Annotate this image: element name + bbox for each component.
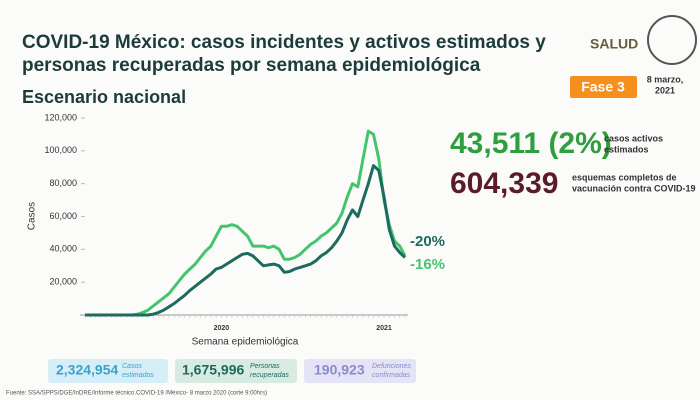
- title: COVID-19 México: casos incidentes y acti…: [22, 32, 546, 53]
- box-value: 2,324,954: [56, 362, 118, 378]
- vaccine-label: vacunación contra COVID-19: [572, 183, 696, 193]
- y-tick-label: 60,000: [49, 211, 77, 221]
- logo: SALUD: [590, 36, 638, 52]
- series-line: [85, 164, 407, 317]
- active-label: casos activos: [604, 133, 663, 143]
- date: 8 marzo,: [647, 74, 684, 84]
- x-axis-label: Semana epidemiológica: [192, 337, 299, 348]
- vaccine-value: 604,339: [450, 167, 558, 200]
- box-label: Personas: [250, 363, 280, 370]
- box-value: 190,923: [314, 362, 365, 378]
- y-axis-label: Casos: [27, 202, 38, 230]
- year-label: 2020: [214, 325, 230, 332]
- box: [304, 359, 416, 383]
- box-label: confirmadas: [372, 372, 411, 379]
- vaccine-label: esquemas completos de: [572, 172, 677, 182]
- emblem: [647, 15, 697, 65]
- y-tick-label: 100,000: [44, 145, 77, 155]
- box-label: Defunciones: [372, 363, 411, 370]
- box: [175, 359, 297, 383]
- phase-box: [570, 76, 637, 98]
- title: personas recuperadas por semana epidemio…: [22, 55, 481, 76]
- y-tick-label: 120,000: [44, 112, 77, 122]
- year-label: 2021: [376, 325, 392, 332]
- phase: Fase 3: [581, 79, 625, 95]
- box: [48, 359, 168, 383]
- annotation: -16%: [410, 256, 445, 273]
- source: Fuente: SSA/SPPS/DGE/InDRE/Informe técni…: [6, 391, 267, 397]
- y-tick-label: 80,000: [49, 178, 77, 188]
- box-label: Casos: [122, 363, 142, 370]
- box-label: recuperadas: [250, 372, 289, 379]
- active-value: 43,511 (2%): [450, 127, 612, 160]
- subtitle: Escenario nacional: [22, 87, 186, 107]
- box-value: 1,675,996: [182, 362, 244, 378]
- date: 2021: [655, 85, 675, 95]
- active-label: estimados: [604, 144, 649, 154]
- y-tick-label: 40,000: [49, 244, 77, 254]
- box-label: estimados: [122, 372, 154, 379]
- y-tick-label: 20,000: [49, 277, 77, 287]
- annotation: -20%: [410, 233, 445, 250]
